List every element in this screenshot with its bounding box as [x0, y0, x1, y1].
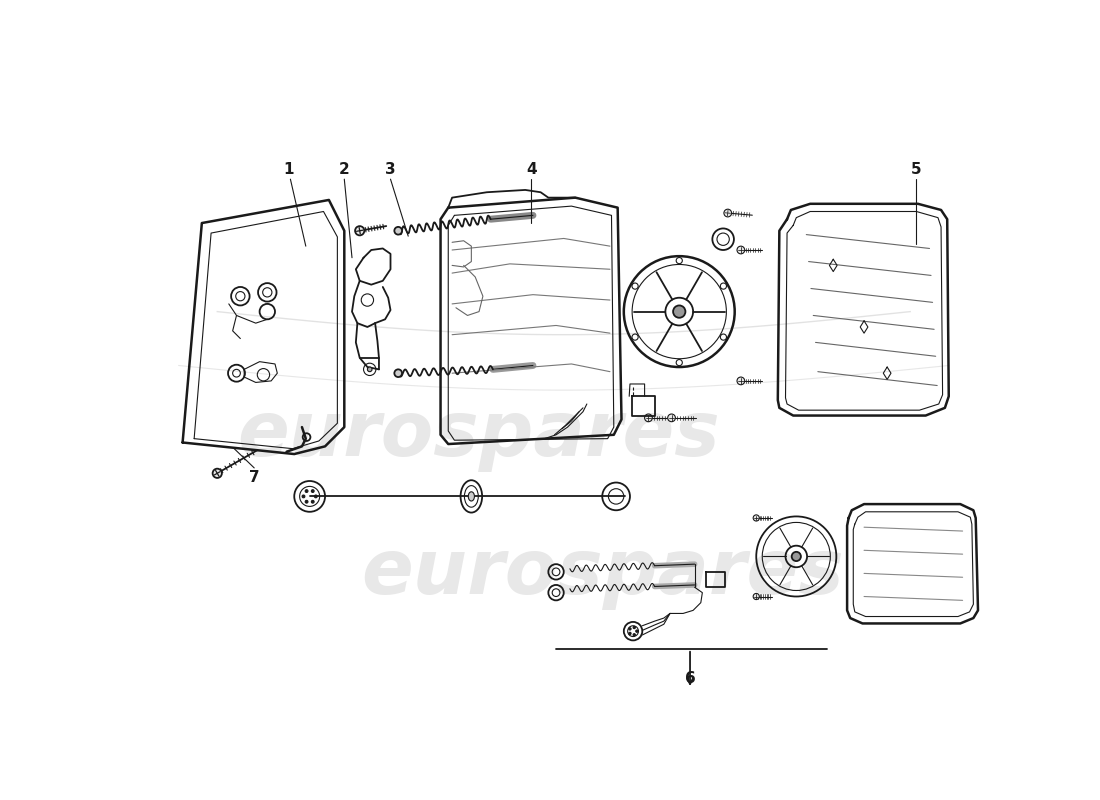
Circle shape — [629, 628, 631, 630]
Text: eurospares: eurospares — [361, 537, 844, 610]
Text: eurospares: eurospares — [238, 398, 721, 472]
Circle shape — [754, 594, 759, 599]
Text: 5: 5 — [911, 162, 922, 178]
Circle shape — [355, 226, 364, 235]
Circle shape — [305, 500, 308, 503]
Circle shape — [645, 414, 652, 422]
Text: 4: 4 — [526, 162, 537, 178]
Circle shape — [302, 495, 305, 498]
Text: 3: 3 — [385, 162, 396, 178]
Circle shape — [634, 634, 636, 636]
Text: 6: 6 — [684, 670, 695, 686]
Text: 1: 1 — [283, 162, 294, 178]
Ellipse shape — [469, 492, 474, 501]
Circle shape — [634, 626, 636, 629]
Circle shape — [673, 306, 685, 318]
Circle shape — [668, 414, 675, 422]
Circle shape — [737, 377, 745, 385]
Circle shape — [394, 227, 403, 234]
Circle shape — [311, 490, 315, 493]
Text: 7: 7 — [249, 470, 260, 485]
Circle shape — [311, 500, 315, 503]
Circle shape — [754, 515, 759, 521]
Circle shape — [629, 632, 631, 634]
Circle shape — [367, 367, 372, 372]
Circle shape — [315, 495, 317, 498]
Text: 2: 2 — [339, 162, 350, 178]
Circle shape — [636, 630, 638, 632]
Circle shape — [212, 469, 222, 478]
Circle shape — [394, 370, 403, 377]
Circle shape — [792, 552, 801, 561]
Circle shape — [737, 246, 745, 254]
Circle shape — [724, 209, 732, 217]
Circle shape — [305, 490, 308, 493]
